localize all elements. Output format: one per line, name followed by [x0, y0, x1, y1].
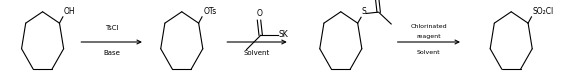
- Text: SK: SK: [279, 30, 289, 39]
- Text: OTs: OTs: [203, 7, 216, 16]
- Text: O: O: [257, 9, 262, 18]
- Text: Base: Base: [103, 50, 120, 56]
- Text: S: S: [362, 7, 366, 16]
- Text: SO₂Cl: SO₂Cl: [533, 7, 554, 16]
- Text: Solvent: Solvent: [417, 50, 441, 55]
- Text: TsCl: TsCl: [105, 25, 118, 31]
- Text: OH: OH: [64, 7, 76, 16]
- Text: Chlorinated: Chlorinated: [411, 24, 447, 29]
- Text: reagent: reagent: [416, 34, 441, 39]
- Text: Solvent: Solvent: [244, 50, 270, 56]
